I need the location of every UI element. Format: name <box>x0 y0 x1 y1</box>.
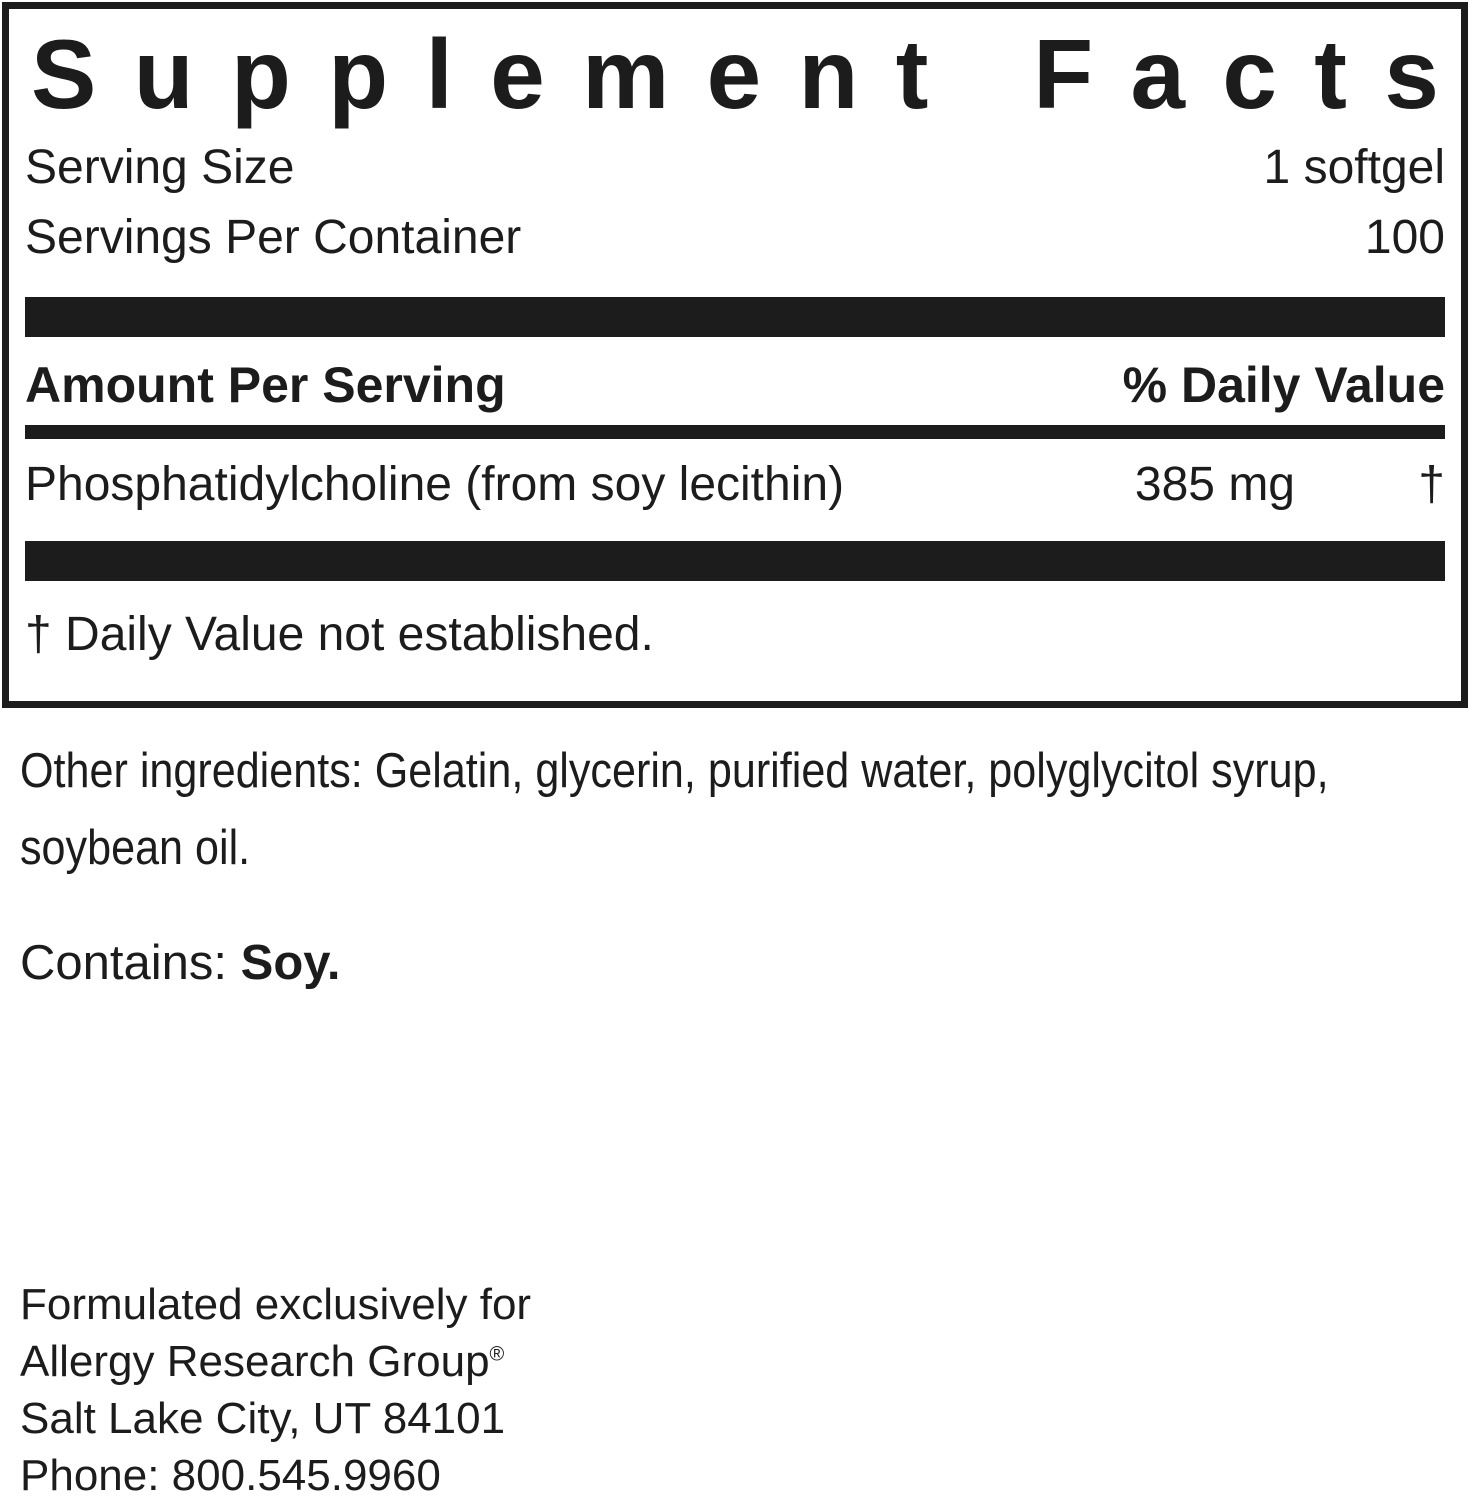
serving-size-label: Serving Size <box>25 141 295 194</box>
formulated-for-line: Formulated exclusively for <box>20 1280 532 1329</box>
daily-value-footnote: † Daily Value not established. <box>25 608 654 661</box>
divider-bar-thick-bottom <box>25 541 1445 581</box>
daily-value-header: % Daily Value <box>1122 357 1445 413</box>
serving-size-value: 1 softgel <box>1263 141 1445 194</box>
amount-per-serving-header: Amount Per Serving <box>25 357 506 413</box>
divider-bar-thick-top <box>25 297 1445 337</box>
ingredient-daily-value: † <box>1418 458 1445 511</box>
divider-bar-medium <box>25 425 1445 439</box>
servings-per-container-label: Servings Per Container <box>25 211 522 264</box>
table-header-row: Amount Per Serving % Daily Value <box>25 353 1445 417</box>
contains-value: Soy. <box>240 936 341 990</box>
other-ingredients-text: Other ingredients: Gelatin, glycerin, pu… <box>20 744 1329 875</box>
ingredient-row: Phosphatidylcholine (from soy lecithin) … <box>25 449 1445 521</box>
ingredient-name: Phosphatidylcholine (from soy lecithin) <box>25 458 845 511</box>
phone-line: Phone: 800.545.9960 <box>20 1451 441 1500</box>
serving-size-row: Serving Size 1 softgel <box>25 133 1445 203</box>
brand-line: Allergy Research Group® <box>20 1333 531 1390</box>
address-line: Salt Lake City, UT 84101 <box>20 1394 506 1443</box>
servings-per-container-row: Servings Per Container 100 <box>25 203 1445 273</box>
contains-label: Contains: <box>20 936 228 990</box>
servings-per-container-value: 100 <box>1364 211 1445 264</box>
registered-trademark-icon: ® <box>489 1343 505 1366</box>
brand-name: Allergy Research Group <box>20 1337 490 1386</box>
manufacturer-block: Formulated exclusively for Allergy Resea… <box>20 1276 531 1500</box>
contains-line: Contains: Soy. <box>20 928 340 998</box>
ingredient-amount: 385 mg <box>1134 458 1295 511</box>
